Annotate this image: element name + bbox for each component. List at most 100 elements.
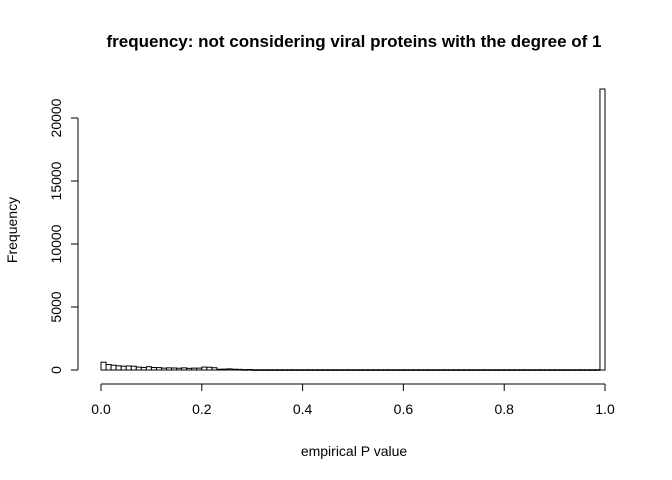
histogram-bar xyxy=(347,369,354,371)
histogram-bar xyxy=(297,369,304,371)
histogram-bar xyxy=(382,369,389,371)
histogram-bar xyxy=(498,369,505,371)
histogram-bar xyxy=(186,367,193,371)
histogram-bar xyxy=(528,369,535,371)
histogram-bar xyxy=(226,368,233,371)
histogram-bar xyxy=(397,369,404,371)
histogram-bar xyxy=(549,369,556,371)
histogram-bar xyxy=(503,369,510,371)
histogram-bar xyxy=(412,369,420,371)
histogram-bar xyxy=(584,369,591,371)
histogram-bar xyxy=(266,369,273,371)
histogram-bar xyxy=(281,369,288,371)
x-tick-label: 0.6 xyxy=(394,401,414,417)
histogram-bar xyxy=(392,369,399,371)
histogram-bar xyxy=(559,369,566,371)
histogram-bar xyxy=(564,369,571,371)
histogram-bar xyxy=(261,369,268,371)
histogram-bar xyxy=(443,369,450,371)
histogram-bar xyxy=(342,369,349,371)
histogram-bar xyxy=(352,369,359,371)
histogram-bar xyxy=(327,369,334,371)
x-axis-label: empirical P value xyxy=(301,443,408,459)
histogram-bar xyxy=(181,367,188,371)
histogram-bar xyxy=(377,369,384,371)
histogram-bar xyxy=(201,366,208,371)
histogram-bar xyxy=(221,368,228,371)
x-axis: 0.0 0.2 0.4 0.6 0.8 1.0 xyxy=(91,383,615,417)
histogram-bar xyxy=(428,369,435,371)
histogram-bar xyxy=(166,367,173,371)
x-tick-label: 0.4 xyxy=(293,401,313,417)
histogram-bar xyxy=(574,369,581,371)
histogram-bar xyxy=(231,368,238,371)
histogram-bar xyxy=(533,369,540,371)
histogram-bar xyxy=(241,369,248,371)
histogram-bar xyxy=(211,367,218,371)
histogram-bar xyxy=(286,369,294,371)
histogram-bar xyxy=(160,367,168,371)
histogram-bar xyxy=(483,369,490,371)
histogram-bar xyxy=(569,369,576,371)
histogram-bar xyxy=(135,366,142,371)
histogram-bar xyxy=(357,369,364,371)
y-tick-label: 10000 xyxy=(48,224,64,263)
histogram-bar xyxy=(594,369,601,371)
histogram-bar xyxy=(307,369,314,371)
histogram-bar xyxy=(513,369,520,371)
histogram-bar xyxy=(332,369,339,371)
histogram-bar xyxy=(155,367,162,371)
histogram-bar xyxy=(418,369,425,371)
histogram-bar xyxy=(191,367,198,371)
histogram-bar xyxy=(554,369,561,371)
histogram-bar xyxy=(433,369,440,371)
histogram-bar xyxy=(589,369,596,371)
histogram-bar xyxy=(216,368,223,371)
x-tick-label: 0.0 xyxy=(91,401,111,417)
histogram-bar xyxy=(312,369,319,371)
histogram-bar xyxy=(538,369,546,371)
histogram-bar xyxy=(125,365,132,371)
histogram-bar xyxy=(468,369,475,371)
histogram-bar xyxy=(488,369,495,371)
histogram-bar xyxy=(508,369,515,371)
histogram-bar xyxy=(367,369,374,371)
histogram-bar xyxy=(518,369,525,371)
chart-title: frequency: not considering viral protein… xyxy=(107,32,602,51)
histogram-bar xyxy=(317,369,324,371)
histogram-bar xyxy=(292,369,299,371)
histogram-bar xyxy=(140,366,147,371)
x-tick-label: 1.0 xyxy=(595,401,615,417)
histogram-bar xyxy=(256,369,263,371)
histogram-bar xyxy=(473,369,480,371)
histogram-bar xyxy=(523,369,530,371)
histogram-bar xyxy=(322,369,329,371)
y-tick-label: 20000 xyxy=(48,98,64,137)
histogram-bar xyxy=(478,369,485,371)
histogram-bar xyxy=(196,367,203,371)
histogram-bar xyxy=(458,369,465,371)
y-axis-label: Frequency xyxy=(4,197,20,263)
y-axis: 0 5000 10000 15000 20000 xyxy=(48,98,79,374)
histogram-bar xyxy=(423,369,430,371)
histogram-bar xyxy=(302,369,309,371)
histogram-bar xyxy=(115,365,122,371)
histogram-bar xyxy=(100,361,107,371)
histogram-bar xyxy=(387,369,394,371)
histogram-bar xyxy=(276,369,283,371)
histogram-bar xyxy=(448,369,455,371)
histogram-bars xyxy=(100,88,606,371)
histogram-bar xyxy=(438,369,445,371)
histogram-bar xyxy=(402,369,409,371)
histogram-bar xyxy=(105,364,112,371)
x-tick-label: 0.2 xyxy=(192,401,212,417)
histogram-bar xyxy=(171,367,178,371)
y-tick-label: 0 xyxy=(48,366,64,374)
histogram-bar xyxy=(453,369,460,371)
histogram-bar xyxy=(372,369,379,371)
y-tick-label: 5000 xyxy=(48,291,64,322)
histogram-bar xyxy=(599,88,606,371)
histogram-bar xyxy=(407,369,414,371)
histogram-bar xyxy=(176,367,183,371)
